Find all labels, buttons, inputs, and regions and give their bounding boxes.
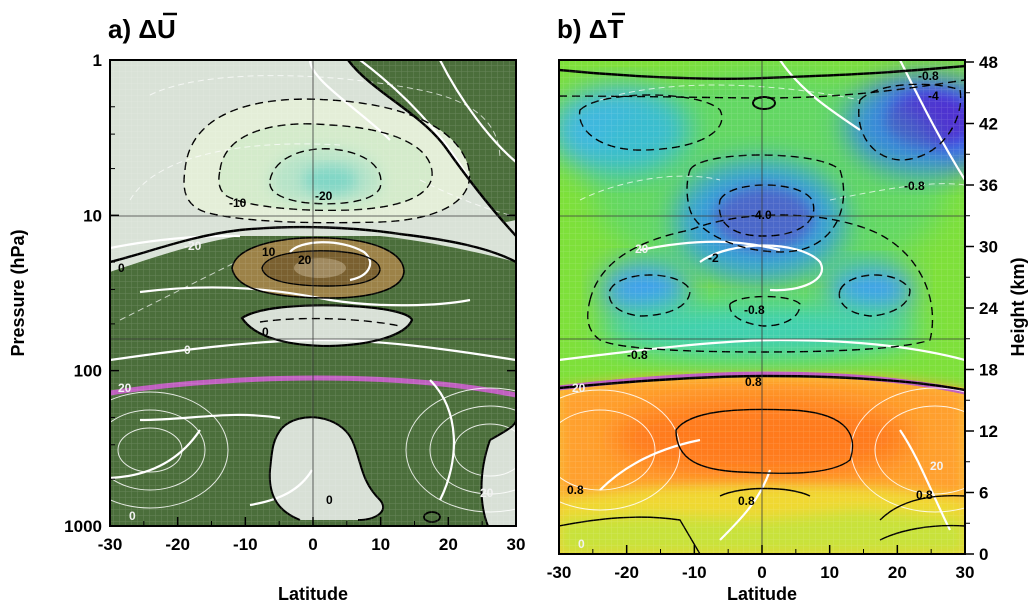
x-tick-label: -10 [233,535,258,554]
contour-label: 20 [930,459,944,473]
panel-b-plot-area [559,60,965,554]
contour-label: 0.8 [745,375,762,389]
x-tick-label: -10 [682,563,707,582]
contour-label: 20 [635,242,649,256]
contour-label: 0 [578,537,585,551]
x-tick-label: -30 [98,535,123,554]
x-tick-label: 0 [757,563,766,582]
panel-a-contour-labels: -10 -20 10 20 0 0 0 20 0 20 0 -20 [118,189,494,523]
x-tick-label: 10 [371,535,390,554]
panel-b-title: b) ΔT [557,14,623,44]
y-tick-label: 10 [83,206,102,225]
height-tick-label: 0 [979,545,988,564]
contour-label: -0.8 [744,303,765,317]
x-tick-label: 10 [820,563,839,582]
contour-label: 20 [480,486,494,500]
panel-a-reference-lines [110,60,516,526]
height-tick-label: 18 [979,361,998,380]
contour-label: 0 [326,493,333,507]
panel-a-xlabel: Latitude [278,584,348,604]
height-tick-label: 24 [979,299,998,318]
contour-label: 0 [118,261,125,275]
panel-a-ylabel: Pressure (hPa) [8,229,28,356]
contour-label: -4.0 [751,208,772,222]
contour-label: 0.8 [567,483,584,497]
x-tick-label: -20 [614,563,639,582]
contour-label: -10 [229,196,247,210]
contour-label: -4 [928,89,939,103]
x-tick-label: 20 [439,535,458,554]
panel-b-xlabel: Latitude [727,584,797,604]
height-tick-label: 42 [979,115,998,134]
height-tick-label: 48 [979,53,998,72]
height-tick-label: 6 [979,484,988,503]
panel-a-plot-area [110,60,516,526]
height-tick-label: 30 [979,238,998,257]
contour-label: -20 [315,189,333,203]
contour-label: -2 [708,251,719,265]
height-tick-label: 36 [979,176,998,195]
panel-b-reference-lines [559,60,965,554]
panel-b-contour-labels: -0.8 -4 -0.8 -4.0 -2 -0.8 -0.8 0.8 0.8 0… [567,69,944,551]
contour-label: 0.8 [738,494,755,508]
y-tick-label: 100 [74,362,102,381]
height-tick-label: 12 [979,422,998,441]
contour-label: 0 [262,325,269,339]
contour-label: -0.8 [918,69,939,83]
contour-label: -0.8 [627,348,648,362]
x-tick-label: -30 [547,563,572,582]
x-tick-label: 0 [308,535,317,554]
x-tick-label: 30 [956,563,975,582]
contour-label: -20 [184,239,202,253]
y-tick-label: 1000 [64,517,102,536]
y-tick-label: 1 [93,51,102,70]
contour-label: -0.8 [904,179,925,193]
panel-b-ylabel: Height (km) [1008,257,1028,356]
contour-label: 0 [184,343,191,357]
contour-label: 0.8 [916,488,933,502]
contour-label: 20 [298,253,312,267]
x-tick-label: -20 [165,535,190,554]
panel-a-title: a) ΔU [108,14,176,44]
x-tick-label: 20 [888,563,907,582]
contour-label: 20 [572,381,586,395]
contour-label: 0 [129,509,136,523]
x-tick-label: 30 [507,535,526,554]
contour-label: 20 [118,381,132,395]
contour-label: 10 [262,245,276,259]
